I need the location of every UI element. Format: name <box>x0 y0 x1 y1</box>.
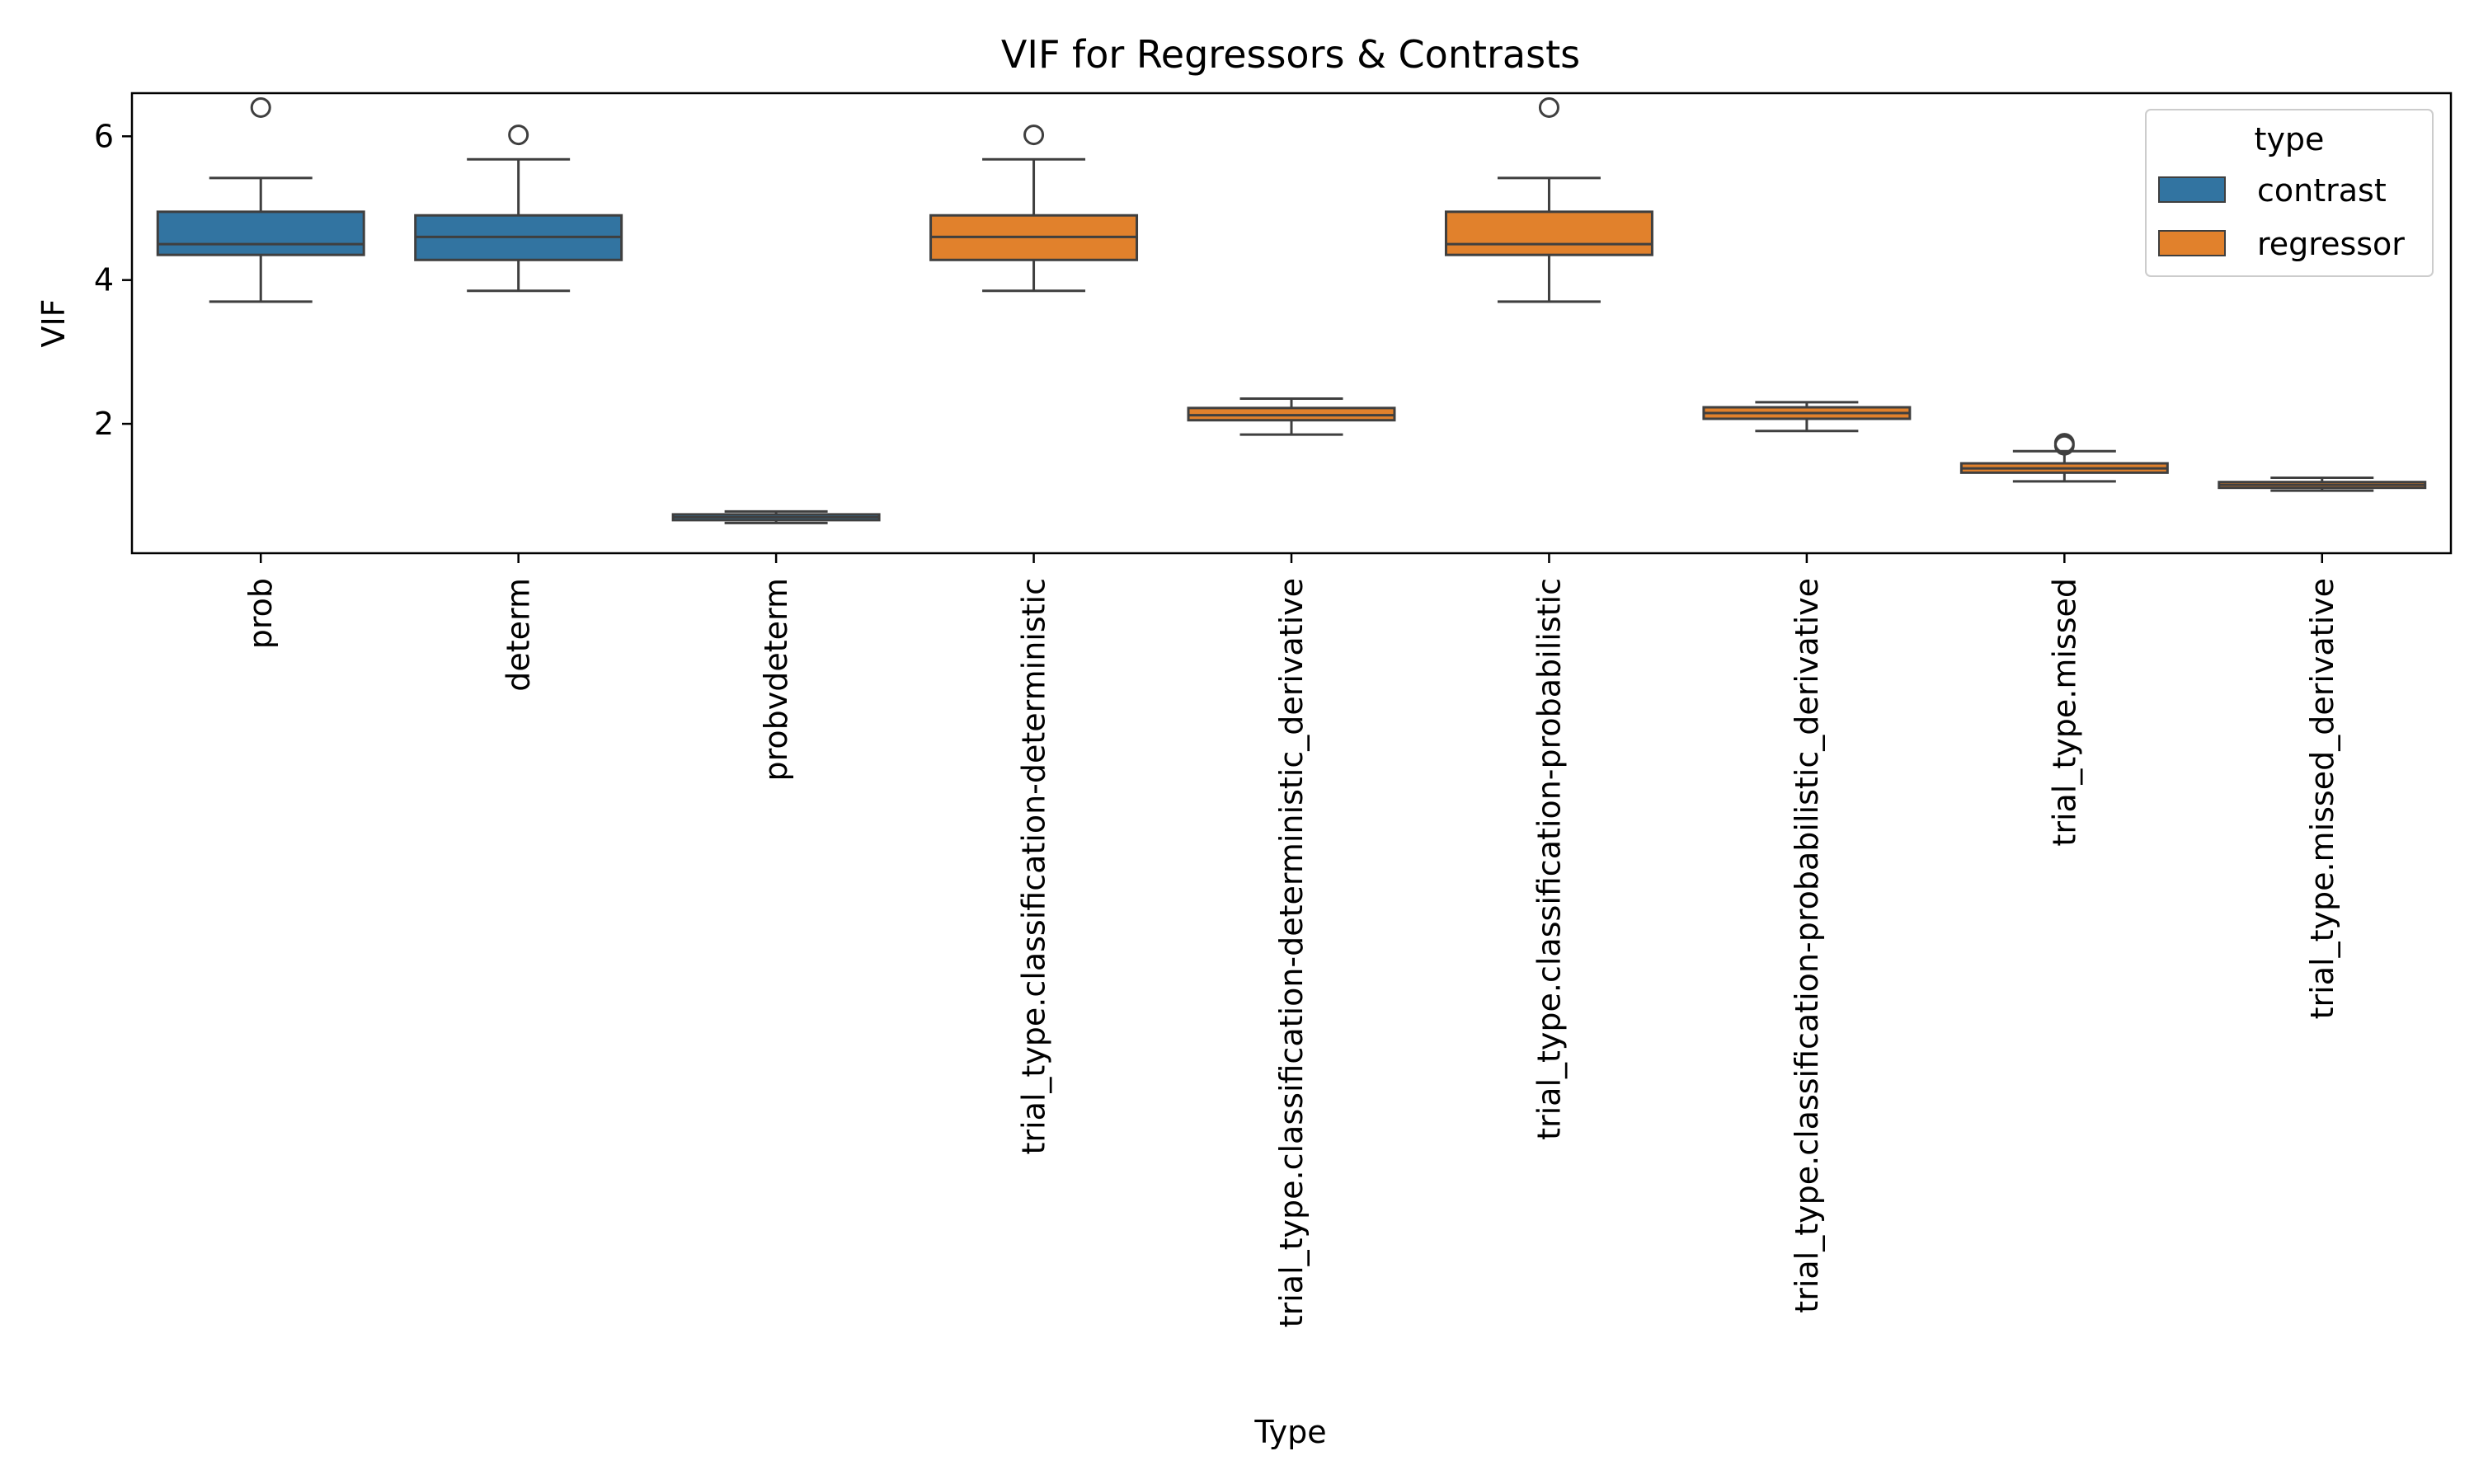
x-tick-label: trial_type.classification-probabilistic_… <box>1789 578 1825 1313</box>
x-tick-label: trial_type.classification-deterministic_… <box>1273 578 1310 1327</box>
x-axis: prob determ probvdeterm trial_type.classifi… <box>242 553 2340 1327</box>
outlier-point <box>508 124 529 146</box>
iqr-box <box>156 210 365 256</box>
outlier-point <box>250 96 271 118</box>
x-tick-label: trial_type.missed_derivative <box>2304 578 2340 1019</box>
y-tick-label: 2 <box>94 406 114 442</box>
outlier-point <box>1023 124 1045 146</box>
outlier-point <box>1538 96 1559 118</box>
plot-frame <box>130 92 2453 555</box>
boxes-layer <box>156 96 2427 524</box>
x-tick-label: prob <box>242 578 279 649</box>
box-trial_type.classification-deterministic_derivative <box>1187 397 1396 436</box>
box-trial_type.classification-probabilistic <box>1444 96 1653 303</box>
box-prob <box>156 96 365 303</box>
x-tick-label: trial_type.classification-probabilistic <box>1531 578 1567 1140</box>
box-trial_type.missed_derivative <box>2218 476 2427 492</box>
box-determ <box>414 124 623 293</box>
x-tick-label: trial_type.missed <box>2046 578 2082 847</box>
x-tick-label: trial_type.classification-deterministic <box>1016 578 1052 1155</box>
chart-title: VIF for Regressors & Contrasts <box>1001 32 1580 77</box>
x-tick-label: determ <box>501 578 537 692</box>
y-axis: 2 4 6 <box>94 118 132 442</box>
outlier-point <box>2053 434 2075 456</box>
box-trial_type.classification-deterministic <box>929 124 1139 293</box>
y-tick-label: 6 <box>94 118 114 154</box>
legend-swatch-regressor <box>2158 230 2226 256</box>
legend-label-contrast: contrast <box>2257 172 2387 209</box>
x-axis-label: Type <box>1253 1414 1326 1450</box>
x-tick-label: probvdeterm <box>758 578 794 782</box>
legend-label-regressor: regressor <box>2257 226 2405 262</box>
iqr-box <box>1444 210 1653 256</box>
box-probvdeterm <box>671 510 881 524</box>
legend-title: type <box>2255 121 2325 157</box>
legend-swatch-contrast <box>2158 176 2226 203</box>
box-trial_type.missed <box>1959 433 2169 483</box>
y-tick-label: 4 <box>94 262 114 298</box>
legend: type contrast regressor <box>2145 109 2434 277</box>
y-axis-label: VIF <box>35 298 72 347</box>
box-trial_type.classification-probabilistic_derivative <box>1702 401 1912 433</box>
